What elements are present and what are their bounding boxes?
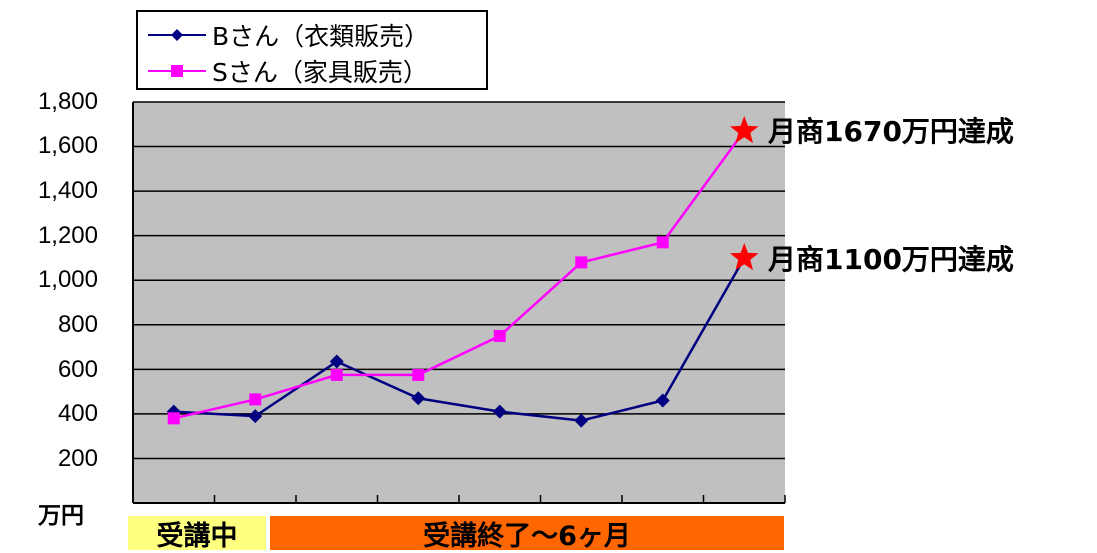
annotation-1100: 月商1100万円達成 — [768, 243, 1014, 276]
legend-swatch-b — [146, 20, 208, 50]
data-point — [329, 354, 344, 369]
data-point — [411, 391, 426, 406]
y-tick-label: 1,200 — [37, 222, 98, 249]
plot-area — [133, 102, 785, 503]
data-point — [656, 236, 669, 249]
phase-after-course: 受講終了～6ヶ月 — [270, 516, 784, 552]
y-unit-label: 万円 — [38, 503, 84, 529]
series-line-0 — [173, 257, 746, 422]
y-tick-label: 400 — [57, 400, 98, 427]
y-tick-label: 800 — [57, 311, 98, 338]
data-point — [492, 404, 507, 419]
legend-item-s: Sさん（家具販売） — [146, 56, 428, 87]
annotation-1670: 月商1670万円達成 — [768, 115, 1014, 148]
data-point — [655, 393, 670, 408]
star-icon — [729, 242, 759, 271]
y-tick-label: 1,800 — [37, 88, 98, 115]
data-point — [575, 256, 588, 269]
y-tick-label: 1,600 — [37, 132, 98, 159]
data-point — [493, 329, 506, 342]
data-point — [574, 413, 589, 428]
legend-label-b: Bさん（衣類販売） — [212, 22, 430, 51]
data-point — [167, 412, 180, 425]
y-tick-label: 1,400 — [37, 177, 98, 204]
legend-item-b: Bさん（衣類販売） — [146, 20, 430, 51]
data-point — [248, 409, 263, 424]
data-point — [330, 368, 343, 381]
data-point — [249, 393, 262, 406]
y-tick-label: 600 — [57, 356, 98, 383]
legend: Bさん（衣類販売） Sさん（家具販売） — [136, 10, 488, 90]
phase-during-course: 受講中 — [128, 516, 266, 552]
series-line-1 — [173, 130, 746, 420]
legend-swatch-s — [146, 56, 208, 86]
y-tick-label: 1,000 — [37, 266, 98, 293]
legend-label-s: Sさん（家具販売） — [212, 58, 428, 87]
y-tick-label: 200 — [57, 445, 98, 472]
data-point — [412, 368, 425, 381]
star-icon — [729, 115, 759, 144]
